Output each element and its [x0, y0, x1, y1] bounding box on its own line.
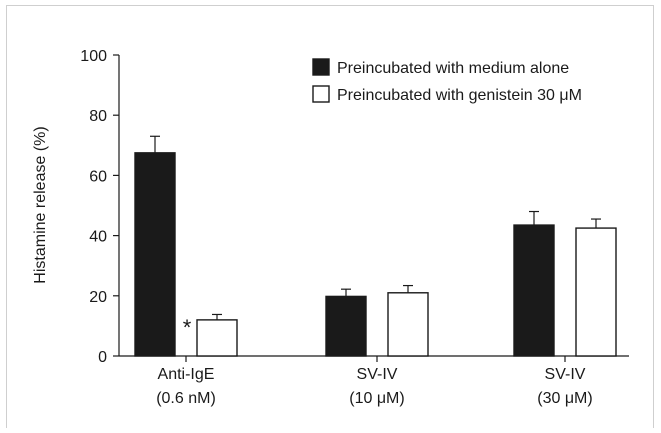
- y-tick-label: 40: [89, 229, 107, 246]
- bars: *: [134, 135, 617, 357]
- y-axis-title: Histamine release (%): [32, 126, 49, 283]
- legend-label: Preincubated with medium alone: [337, 60, 569, 77]
- legend: Preincubated with medium alone Preincubat…: [312, 58, 582, 104]
- category-sublabel: (30 μM): [537, 390, 592, 407]
- category-sublabel: (10 μM): [349, 390, 404, 407]
- y-ticks: 0 20 40 60 80 100: [80, 48, 119, 366]
- category-labels: Anti-IgE (0.6 nM) SV-IV (10 μM) SV-IV (30 μM): [156, 356, 593, 407]
- bar: [325, 295, 367, 357]
- bar: [134, 152, 176, 357]
- y-tick-label: 0: [98, 349, 107, 366]
- bar: [387, 292, 429, 357]
- category-sublabel: (0.6 nM): [156, 390, 216, 407]
- category-label: SV-IV: [545, 366, 586, 383]
- significance-marker: *: [183, 315, 192, 340]
- y-tick-label: 100: [80, 48, 107, 65]
- legend-label: Preincubated with genistein 30 μM: [337, 87, 582, 104]
- category-label: Anti-IgE: [158, 366, 215, 383]
- bar-chart: 0 20 40 60 80 100 Histamine release (%) * Ant…: [32, 48, 629, 407]
- bar: [196, 319, 238, 357]
- bar: [575, 227, 617, 357]
- figure-frame: 0 20 40 60 80 100 Histamine release (%) * Ant…: [6, 5, 654, 428]
- bar: [513, 224, 555, 357]
- y-tick-label: 20: [89, 289, 107, 306]
- y-tick-label: 80: [89, 108, 107, 125]
- legend-swatch: [312, 85, 330, 103]
- category-label: SV-IV: [357, 366, 398, 383]
- legend-swatch: [312, 58, 330, 76]
- y-tick-label: 60: [89, 168, 107, 185]
